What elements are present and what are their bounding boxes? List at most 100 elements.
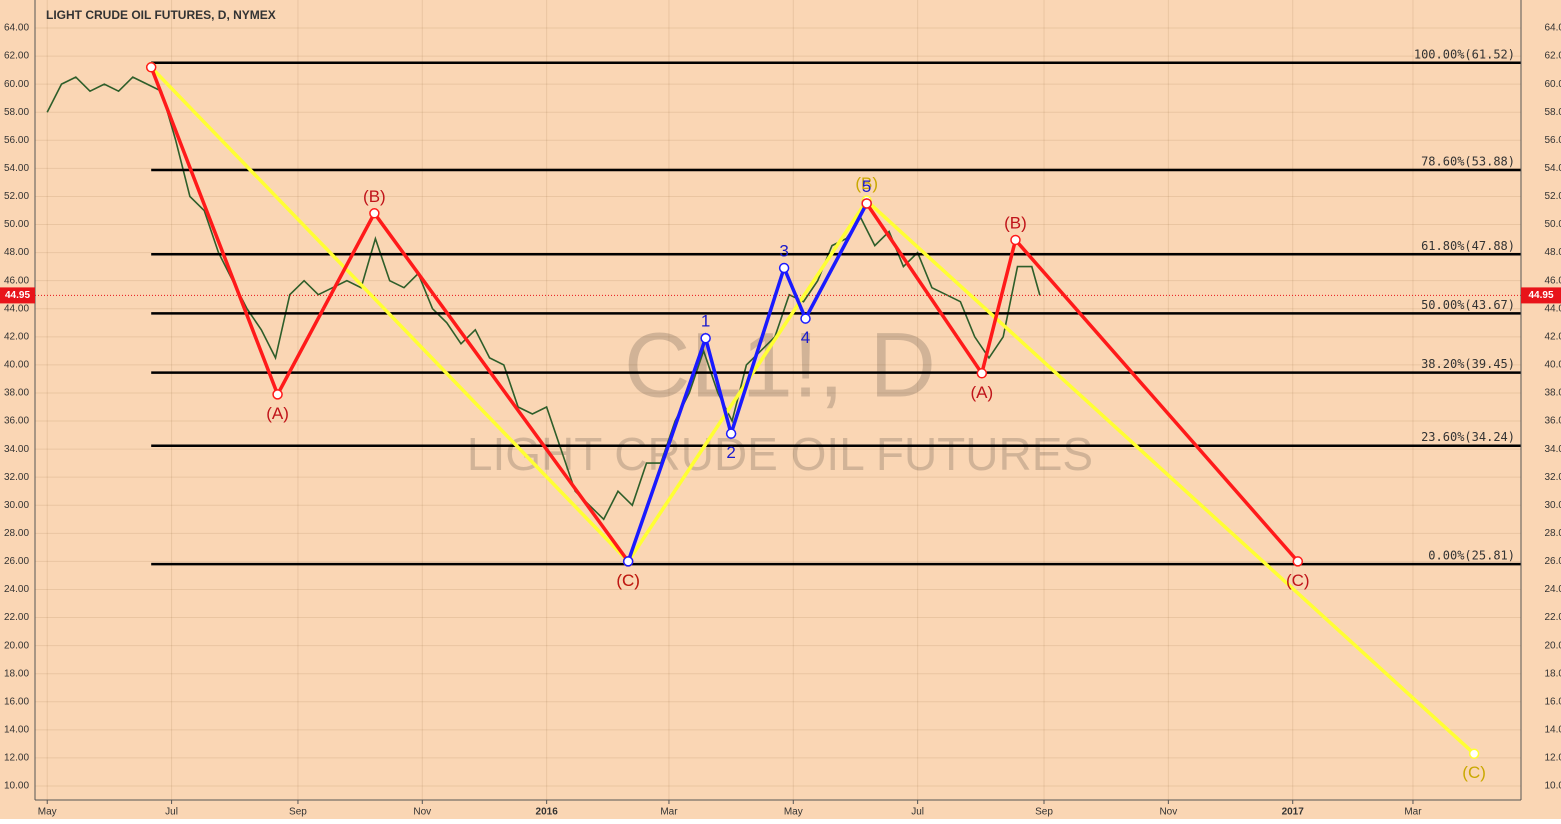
y-tick-label: 62.00	[4, 51, 29, 62]
y-tick-label: 10.00	[4, 781, 29, 792]
wave-point	[369, 208, 380, 219]
fib-label: 38.20%(39.45)	[1421, 357, 1515, 371]
fib-label: 61.80%(47.88)	[1421, 239, 1515, 253]
y-tick-label: 36.00	[4, 416, 29, 427]
plot: 100.00%(61.52) 78.60%(53.88) 61.80%(47.88)…	[35, 47, 1521, 782]
y-tick-label: 18.00	[1544, 668, 1561, 679]
y-tick-label: 60.00	[1544, 79, 1561, 90]
x-tick-label: Mar	[1404, 807, 1422, 818]
y-tick-label: 56.00	[1544, 135, 1561, 146]
fib-label: 78.60%(53.88)	[1421, 155, 1515, 169]
x-tick-label: 2017	[1282, 807, 1305, 818]
y-tick-label: 52.00	[1544, 191, 1561, 202]
x-tick-label: May	[784, 807, 803, 818]
chart-title: LIGHT CRUDE OIL FUTURES, D, NYMEX	[46, 8, 276, 22]
wave-label: (A)	[266, 404, 289, 423]
y-tick-label: 12.00	[1544, 753, 1561, 764]
y-tick-label: 48.00	[1544, 247, 1561, 258]
y-tick-label: 22.00	[1544, 612, 1561, 623]
y-tick-label: 14.00	[4, 724, 29, 735]
y-tick-label: 40.00	[4, 360, 29, 371]
grid	[35, 0, 1521, 800]
x-tick-label: Sep	[289, 807, 307, 818]
y-tick-label: 50.00	[4, 219, 29, 230]
y-tick-label: 20.00	[1544, 640, 1561, 651]
y-tick-label: 30.00	[1544, 500, 1561, 511]
wave-point	[1468, 748, 1480, 759]
price-line	[46, 76, 1041, 521]
y-tick-label: 32.00	[4, 472, 29, 483]
y-tick-label: 42.00	[4, 331, 29, 342]
y-tick-label: 52.00	[4, 191, 29, 202]
wave-label: (C)	[1286, 571, 1310, 590]
y-tick-label: 54.00	[1544, 163, 1561, 174]
wave-label: 1	[701, 312, 710, 331]
y-tick-label: 22.00	[4, 612, 29, 623]
y-tick-label: 40.00	[1544, 360, 1561, 371]
wave-label: (C)	[1462, 763, 1486, 782]
wave-point	[778, 262, 790, 274]
watermark-name: LIGHT CRUDE OIL FUTURES	[467, 428, 1093, 480]
wave-line	[626, 202, 869, 562]
y-tick-label: 44.00	[4, 303, 29, 314]
y-tick-label: 24.00	[4, 584, 29, 595]
wave-point	[976, 368, 988, 379]
y-tick-label: 42.00	[1544, 331, 1561, 342]
fib-label: 100.00%(61.52)	[1414, 47, 1515, 61]
y-tick-label: 44.00	[1544, 303, 1561, 314]
y-tick-label: 10.00	[1544, 781, 1561, 792]
wave-label: (C)	[616, 571, 640, 590]
last-price-label: 44.95	[1528, 290, 1553, 301]
y-tick-label: 34.00	[4, 444, 29, 455]
fib-label: 0.00%(25.81)	[1428, 549, 1515, 563]
last-price-box	[0, 287, 35, 304]
last-price-box	[1521, 287, 1561, 304]
x-tick-label: Jul	[165, 807, 178, 818]
y-tick-label: 50.00	[1544, 219, 1561, 230]
wave-point	[700, 332, 711, 344]
last-price-label: 44.95	[5, 290, 30, 301]
y-tick-label: 56.00	[4, 135, 29, 146]
wave-label: 4	[801, 328, 810, 347]
x-tick-label: Nov	[413, 807, 431, 818]
x-tick-label: Nov	[1159, 807, 1177, 818]
y-tick-label: 46.00	[1544, 275, 1561, 286]
y-tick-label: 26.00	[1544, 556, 1561, 567]
x-tick-label: May	[38, 807, 57, 818]
y-tick-label: 14.00	[1544, 724, 1561, 735]
y-tick-label: 16.00	[4, 696, 29, 707]
y-tick-label: 62.00	[1544, 51, 1561, 62]
wave-point	[1010, 234, 1021, 246]
wave-point	[800, 313, 811, 324]
y-tick-label: 28.00	[4, 528, 29, 539]
wave-label: 3	[779, 242, 788, 261]
wave-label: 5	[862, 177, 871, 196]
y-tick-label: 18.00	[4, 668, 29, 679]
y-tick-label: 24.00	[1544, 584, 1561, 595]
y-tick-label: 16.00	[1544, 696, 1561, 707]
y-tick-label: 64.00	[4, 23, 29, 34]
y-tick-label: 12.00	[4, 753, 29, 764]
y-tick-label: 28.00	[1544, 528, 1561, 539]
y-tick-label: 32.00	[1544, 472, 1561, 483]
y-tick-label: 34.00	[1544, 444, 1561, 455]
wave-label: (B)	[363, 187, 386, 206]
fib-label: 23.60%(34.24)	[1421, 430, 1515, 444]
wave-label: (A)	[971, 383, 994, 402]
y-tick-label: 58.00	[4, 107, 29, 118]
x-tick-label: Mar	[660, 807, 678, 818]
wave-label: 2	[726, 443, 735, 462]
fib-label: 50.00%(43.67)	[1421, 298, 1515, 312]
y-tick-label: 36.00	[1544, 416, 1561, 427]
y-tick-label: 58.00	[1544, 107, 1561, 118]
y-tick-label: 64.00	[1544, 23, 1561, 34]
x-tick-label: Sep	[1035, 807, 1053, 818]
wave-point	[1292, 556, 1304, 567]
wave-point	[272, 389, 283, 400]
y-tick-label: 26.00	[4, 556, 29, 567]
x-tick-label: Jul	[911, 807, 924, 818]
wave-line	[149, 66, 630, 563]
wave-label: (B)	[1004, 213, 1027, 232]
